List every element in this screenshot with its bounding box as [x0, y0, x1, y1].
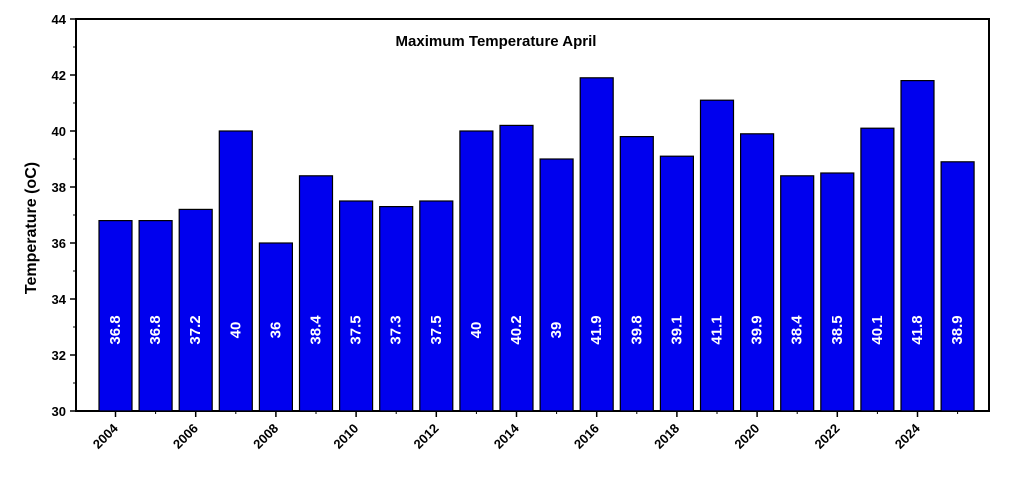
y-tick-label: 40: [52, 124, 66, 139]
bar-value-label: 36.8: [147, 315, 164, 344]
bar-2005: [138, 220, 173, 412]
y-tick-label: 34: [52, 292, 67, 307]
bar-value-label: 40: [468, 322, 485, 339]
bar-value-label: 37.5: [428, 315, 445, 344]
bar-value-label: 38.9: [949, 315, 966, 344]
bar-value-label: 37.2: [187, 315, 204, 344]
bar-value-label: 38.4: [789, 315, 806, 345]
bar-2016: [579, 77, 614, 412]
x-tick-label: 2014: [491, 420, 523, 452]
y-axis-label: Temperature (oC): [23, 162, 40, 294]
bar-2013: [459, 130, 494, 412]
bar-value-label: 40.1: [869, 315, 886, 344]
bar-2009: [298, 175, 334, 412]
bar-2004: [98, 220, 133, 412]
bar-2010: [339, 200, 374, 412]
y-tick-label: 44: [52, 12, 67, 27]
x-tick-label: 2012: [411, 421, 442, 452]
bar-2019: [699, 99, 735, 412]
bar-2020: [739, 133, 775, 412]
bar-2022: [820, 172, 855, 412]
bar-value-label: 38.4: [308, 315, 325, 345]
bar-value-label: 38.5: [829, 315, 846, 344]
bar-value-label: 41.1: [709, 315, 726, 344]
bar-value-label: 39.8: [628, 315, 645, 344]
bar-2015: [539, 158, 574, 412]
x-axis-ticks: 2004 2006 2008 2010 2012 2014 2016 2018 2020 2022…: [90, 411, 959, 452]
bar-2011: [379, 206, 414, 412]
bar-value-label: 40: [227, 322, 244, 339]
bar-2008: [258, 242, 293, 412]
bar-value-label: 39.9: [749, 315, 766, 344]
bar-2017: [619, 136, 654, 412]
bar-value-label: 36: [267, 322, 284, 339]
bar-2007: [218, 130, 253, 412]
bar-2023: [860, 127, 895, 412]
y-tick-label: 36: [52, 236, 66, 251]
bar-value-label: 37.3: [388, 315, 405, 344]
x-tick-label: 2018: [651, 421, 682, 452]
bar-2012: [419, 200, 454, 412]
bar-value-label: 37.5: [348, 315, 365, 344]
y-tick-label: 32: [52, 348, 66, 363]
bar-value-label: 39: [548, 322, 565, 339]
x-tick-label: 2008: [250, 421, 281, 452]
bar-value-label: 41.8: [909, 315, 926, 344]
x-tick-label: 2020: [731, 421, 762, 452]
bar-2021: [780, 175, 815, 412]
x-tick-label: 2004: [90, 420, 122, 452]
x-tick-label: 2022: [812, 421, 843, 452]
y-tick-label: 38: [52, 180, 66, 195]
x-tick-label: 2006: [170, 421, 201, 452]
y-tick-label: 42: [52, 68, 66, 83]
bar-2014: [499, 124, 534, 412]
x-tick-label: 2010: [330, 421, 361, 452]
x-tick-label: 2016: [571, 421, 602, 452]
bar-value-label: 40.2: [508, 315, 525, 344]
bars-group: 36.8 36.8 37.2 40 36 38.4 37.5 37.3 37.5 40 40.2 39…: [98, 77, 975, 412]
y-axis-ticks: 30 32 34 36 38 40 42 44: [52, 12, 76, 419]
bar-value-label: 36.8: [107, 315, 124, 344]
x-tick-label: 2024: [892, 420, 924, 452]
bar-value-label: 41.9: [588, 315, 605, 344]
bar-2024: [900, 79, 935, 412]
chart-title: Maximum Temperature April: [396, 33, 597, 50]
bar-2018: [659, 155, 695, 412]
bar-value-label: 39.1: [668, 315, 685, 344]
y-tick-label: 30: [52, 404, 66, 419]
bar-2025: [940, 161, 975, 412]
bar-2006: [178, 208, 213, 412]
